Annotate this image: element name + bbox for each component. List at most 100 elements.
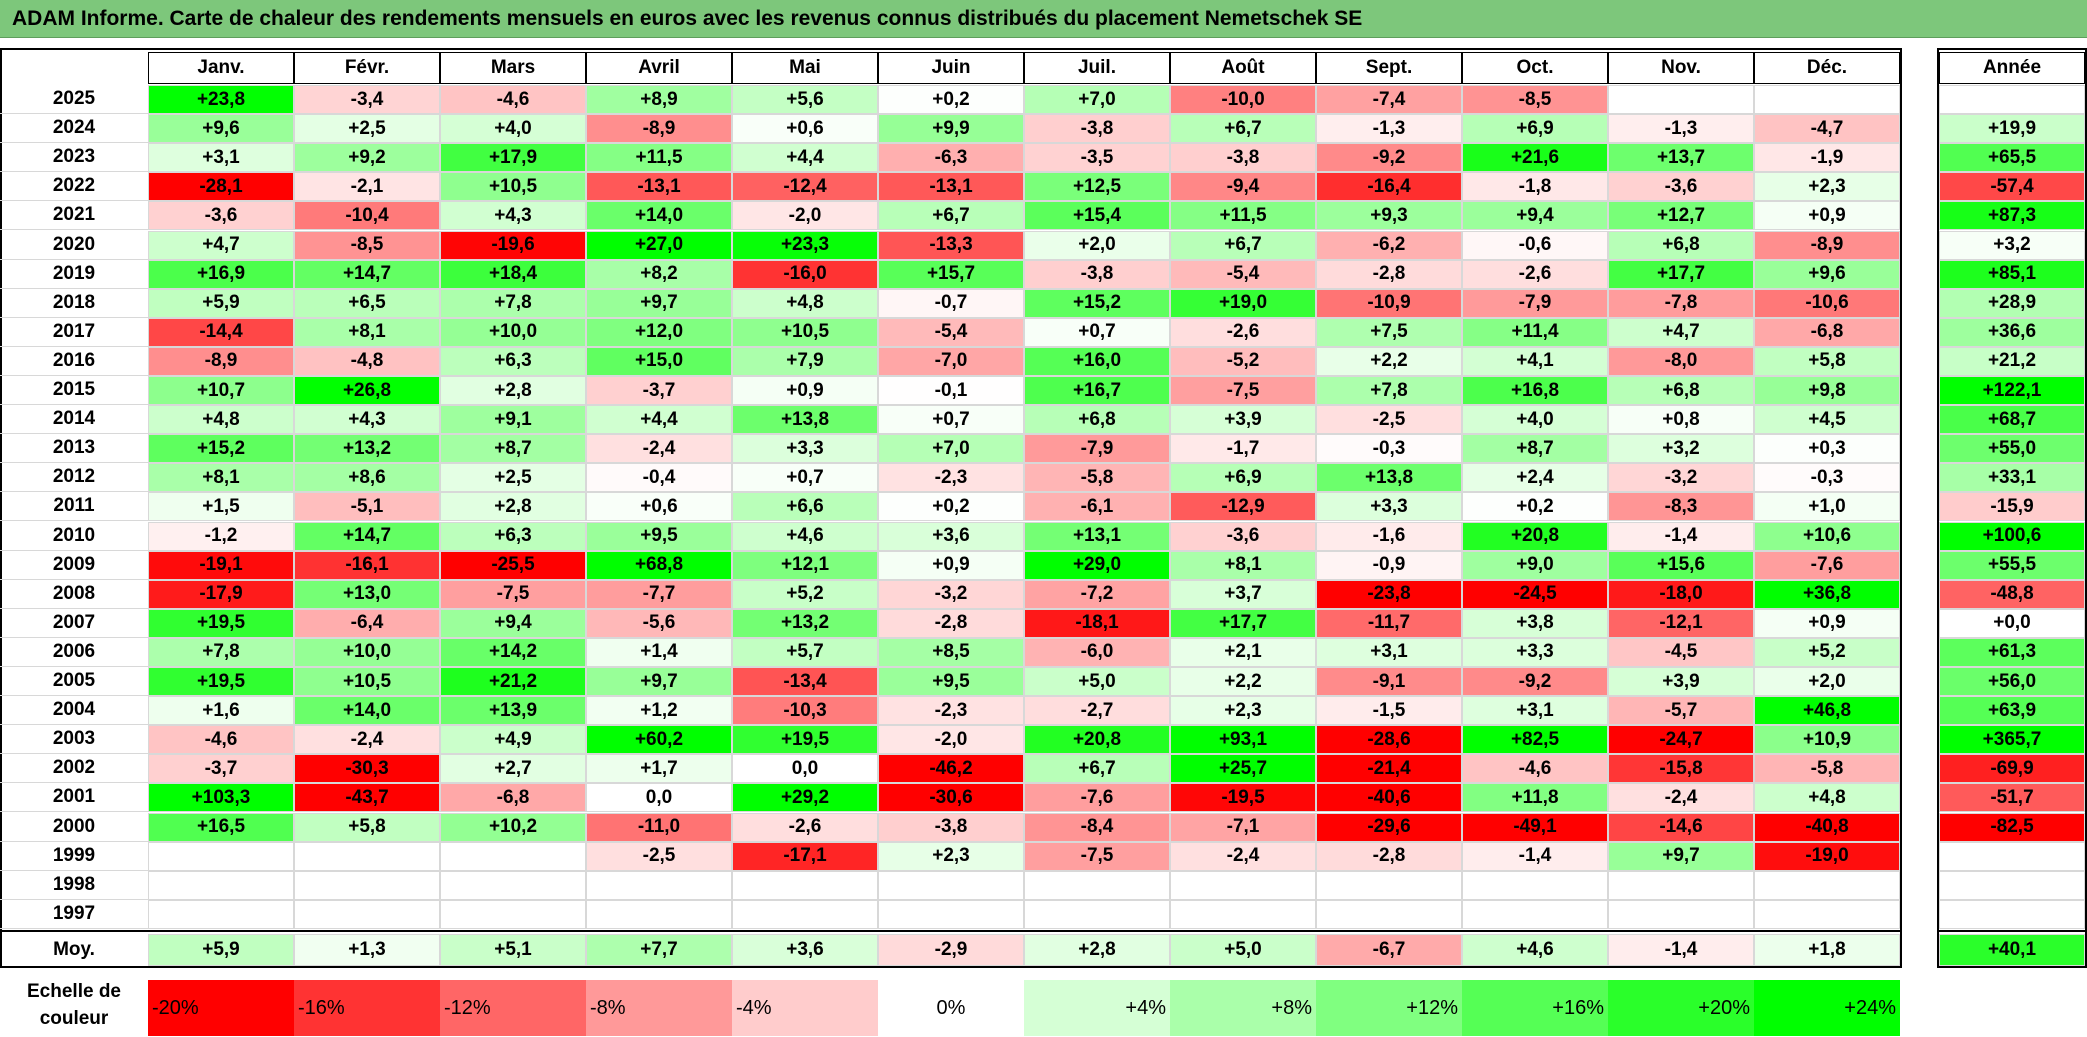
heat-cell: +10,0 bbox=[294, 637, 440, 667]
heat-cell: +11,5 bbox=[1170, 201, 1316, 231]
heat-cell: +19,5 bbox=[732, 725, 878, 755]
heat-cell: -10,9 bbox=[1316, 288, 1462, 318]
heat-cell: +10,5 bbox=[732, 317, 878, 347]
report-title: ADAM Informe. Carte de chaleur des rende… bbox=[0, 0, 2087, 38]
heat-cell: -1,2 bbox=[148, 521, 294, 551]
heat-cell: +0,7 bbox=[732, 463, 878, 493]
heat-cell: +27,0 bbox=[586, 230, 732, 260]
heat-cell: -29,6 bbox=[1316, 812, 1462, 842]
heat-cell: +6,8 bbox=[1024, 405, 1170, 435]
heat-cell: +14,7 bbox=[294, 259, 440, 289]
heat-cell: -24,5 bbox=[1462, 579, 1608, 609]
heat-cell: -9,1 bbox=[1316, 667, 1462, 697]
heat-cell: +9,7 bbox=[586, 667, 732, 697]
heat-cell: +0,9 bbox=[1754, 608, 1900, 638]
heat-cell: +17,7 bbox=[1170, 608, 1316, 638]
heat-cell: +0,2 bbox=[1462, 492, 1608, 522]
heat-cell: -7,7 bbox=[586, 579, 732, 609]
month-header: Juil. bbox=[1024, 52, 1170, 84]
avg-label: Moy. bbox=[53, 939, 95, 960]
annual-cell bbox=[1939, 870, 2085, 900]
heat-cell: +16,7 bbox=[1024, 376, 1170, 406]
heat-cell: -1,7 bbox=[1170, 434, 1316, 464]
heat-cell: +4,3 bbox=[294, 405, 440, 435]
heat-cell: -19,6 bbox=[440, 230, 586, 260]
heat-cell: +0,6 bbox=[586, 492, 732, 522]
heat-cell: +15,4 bbox=[1024, 201, 1170, 231]
annual-cell: -51,7 bbox=[1939, 783, 2085, 813]
heat-cell: -13,1 bbox=[586, 172, 732, 202]
heat-cell: +4,4 bbox=[732, 143, 878, 173]
heat-cell: -2,6 bbox=[1170, 317, 1316, 347]
heat-cell: +14,0 bbox=[294, 696, 440, 726]
annual-cell: -82,5 bbox=[1939, 812, 2085, 842]
heat-cell: +6,3 bbox=[440, 346, 586, 376]
heat-cell: +3,6 bbox=[878, 521, 1024, 551]
heat-cell: -3,5 bbox=[1024, 143, 1170, 173]
year-label: 1997 bbox=[0, 900, 148, 929]
heat-cell: -9,4 bbox=[1170, 172, 1316, 202]
heat-cell: +6,7 bbox=[1024, 754, 1170, 784]
heat-cell: -2,8 bbox=[1316, 841, 1462, 871]
annual-cell: +33,1 bbox=[1939, 463, 2085, 493]
heat-cell bbox=[1754, 85, 1900, 115]
heat-cell: +9,3 bbox=[1316, 201, 1462, 231]
heat-cell: -8,5 bbox=[294, 230, 440, 260]
heat-cell: +9,6 bbox=[1754, 259, 1900, 289]
heat-cell: -5,6 bbox=[586, 608, 732, 638]
year-label: 2007 bbox=[0, 609, 148, 638]
month-header: Mai bbox=[732, 52, 878, 84]
scale-swatch: -20% bbox=[148, 980, 294, 1036]
avg-cell: +2,8 bbox=[1024, 934, 1170, 966]
heat-cell: +5,2 bbox=[732, 579, 878, 609]
heat-cell: -7,2 bbox=[1024, 579, 1170, 609]
heat-cell bbox=[1608, 870, 1754, 900]
month-header: Avril bbox=[586, 52, 732, 84]
heat-cell: +6,5 bbox=[294, 288, 440, 318]
scale-swatch: +4% bbox=[1024, 980, 1170, 1036]
heat-cell bbox=[1170, 899, 1316, 929]
scale-swatch: +24% bbox=[1754, 980, 1900, 1036]
heat-cell: -7,5 bbox=[1024, 841, 1170, 871]
heat-cell: -2,3 bbox=[878, 463, 1024, 493]
heat-cell: +6,7 bbox=[878, 201, 1024, 231]
heat-cell: -4,6 bbox=[1462, 754, 1608, 784]
heat-cell: +9,6 bbox=[148, 114, 294, 144]
year-label: 2017 bbox=[0, 318, 148, 347]
heat-cell: -3,2 bbox=[878, 579, 1024, 609]
heat-cell: +15,7 bbox=[878, 259, 1024, 289]
heat-cell: +9,7 bbox=[586, 288, 732, 318]
heat-cell: -0,3 bbox=[1316, 434, 1462, 464]
heat-cell: +46,8 bbox=[1754, 696, 1900, 726]
year-label: 2024 bbox=[0, 114, 148, 144]
heat-cell: -30,3 bbox=[294, 754, 440, 784]
month-header: Oct. bbox=[1462, 52, 1608, 84]
heat-cell: -18,1 bbox=[1024, 608, 1170, 638]
heat-cell: +4,8 bbox=[732, 288, 878, 318]
heat-cell: +9,0 bbox=[1462, 550, 1608, 580]
annual-cell: -15,9 bbox=[1939, 492, 2085, 522]
year-label: 2021 bbox=[0, 201, 148, 231]
heat-cell: +19,5 bbox=[148, 608, 294, 638]
heat-cell bbox=[1608, 85, 1754, 115]
heat-cell bbox=[878, 899, 1024, 929]
annual-cell: +68,7 bbox=[1939, 405, 2085, 435]
heat-cell: +7,8 bbox=[1316, 376, 1462, 406]
heat-cell: -7,9 bbox=[1462, 288, 1608, 318]
heat-cell: +0,9 bbox=[878, 550, 1024, 580]
annual-cell bbox=[1939, 85, 2085, 115]
heat-cell: 0,0 bbox=[586, 783, 732, 813]
heat-cell: +0,3 bbox=[1754, 434, 1900, 464]
heat-cell bbox=[1754, 899, 1900, 929]
heat-cell: +13,8 bbox=[732, 405, 878, 435]
heat-cell: +2,5 bbox=[440, 463, 586, 493]
heat-cell: +2,3 bbox=[878, 841, 1024, 871]
annual-cell: +65,5 bbox=[1939, 143, 2085, 173]
avg-cell: +1,3 bbox=[294, 934, 440, 966]
heat-cell: -6,8 bbox=[440, 783, 586, 813]
heat-cell: +1,5 bbox=[148, 492, 294, 522]
heat-cell bbox=[148, 870, 294, 900]
heat-cell: -1,9 bbox=[1754, 143, 1900, 173]
heat-cell: -6,1 bbox=[1024, 492, 1170, 522]
heat-cell: +103,3 bbox=[148, 783, 294, 813]
